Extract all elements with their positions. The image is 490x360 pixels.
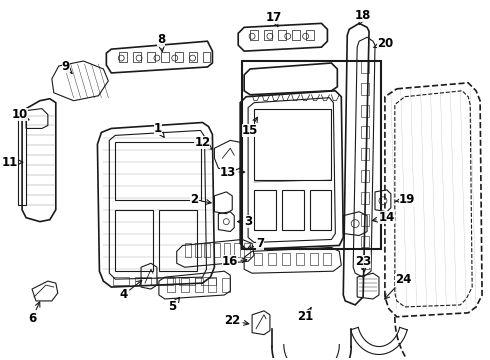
Bar [282, 253, 290, 265]
Text: 4: 4 [119, 280, 142, 301]
Bar [224, 243, 230, 257]
Bar [179, 277, 195, 285]
Text: 11: 11 [2, 156, 23, 168]
Bar [250, 30, 258, 40]
Text: 7: 7 [247, 237, 264, 250]
Text: 19: 19 [396, 193, 415, 206]
Bar [189, 52, 196, 62]
Bar [195, 278, 202, 292]
Text: 1: 1 [154, 122, 164, 138]
Bar [115, 210, 153, 271]
Bar [254, 190, 276, 230]
Text: 17: 17 [266, 11, 282, 27]
Text: 6: 6 [28, 302, 40, 325]
Bar [278, 30, 286, 40]
Bar [133, 52, 141, 62]
Text: 9: 9 [62, 60, 72, 73]
Bar [310, 253, 318, 265]
Bar [361, 105, 369, 117]
Bar [185, 243, 191, 257]
Bar [268, 253, 276, 265]
Bar [361, 83, 369, 95]
Bar [361, 126, 369, 138]
Text: 12: 12 [194, 136, 213, 150]
Bar [292, 30, 300, 40]
Text: 13: 13 [220, 166, 245, 179]
Text: 22: 22 [224, 314, 249, 327]
Text: 5: 5 [169, 297, 179, 314]
Text: 16: 16 [222, 255, 246, 268]
Text: 10: 10 [12, 108, 29, 121]
Bar [282, 190, 304, 230]
Text: 14: 14 [372, 211, 395, 224]
Bar [310, 190, 331, 230]
Bar [202, 52, 210, 62]
Bar [181, 278, 189, 292]
Bar [254, 253, 262, 265]
Bar [361, 148, 369, 160]
Bar [234, 243, 240, 257]
Bar [222, 278, 230, 292]
Bar [361, 170, 369, 182]
Text: 8: 8 [157, 33, 165, 52]
Bar [119, 52, 127, 62]
Bar [147, 52, 155, 62]
Bar [208, 278, 217, 292]
Bar [361, 61, 369, 73]
Bar [113, 277, 129, 285]
Bar [242, 61, 381, 249]
Bar [361, 214, 369, 226]
Text: 3: 3 [238, 215, 252, 228]
Bar [157, 277, 173, 285]
Bar [323, 253, 331, 265]
Bar [135, 277, 151, 285]
Text: 2: 2 [191, 193, 211, 206]
Text: 24: 24 [385, 273, 411, 299]
Bar [167, 278, 175, 292]
Bar [200, 277, 217, 285]
Bar [175, 52, 183, 62]
Bar [254, 109, 331, 180]
Bar [361, 257, 369, 269]
Bar [295, 253, 304, 265]
Text: 18: 18 [355, 9, 371, 25]
Text: 20: 20 [374, 37, 393, 50]
Bar [361, 235, 369, 247]
Text: 21: 21 [297, 308, 314, 323]
Bar [264, 30, 272, 40]
Bar [244, 243, 250, 257]
Bar [306, 30, 314, 40]
Bar [159, 210, 196, 271]
Text: 15: 15 [242, 117, 258, 137]
Bar [161, 52, 169, 62]
Bar [361, 192, 369, 204]
Bar [204, 243, 210, 257]
Bar [215, 243, 220, 257]
Bar [195, 243, 200, 257]
Bar [115, 142, 200, 200]
Text: 23: 23 [355, 255, 371, 272]
